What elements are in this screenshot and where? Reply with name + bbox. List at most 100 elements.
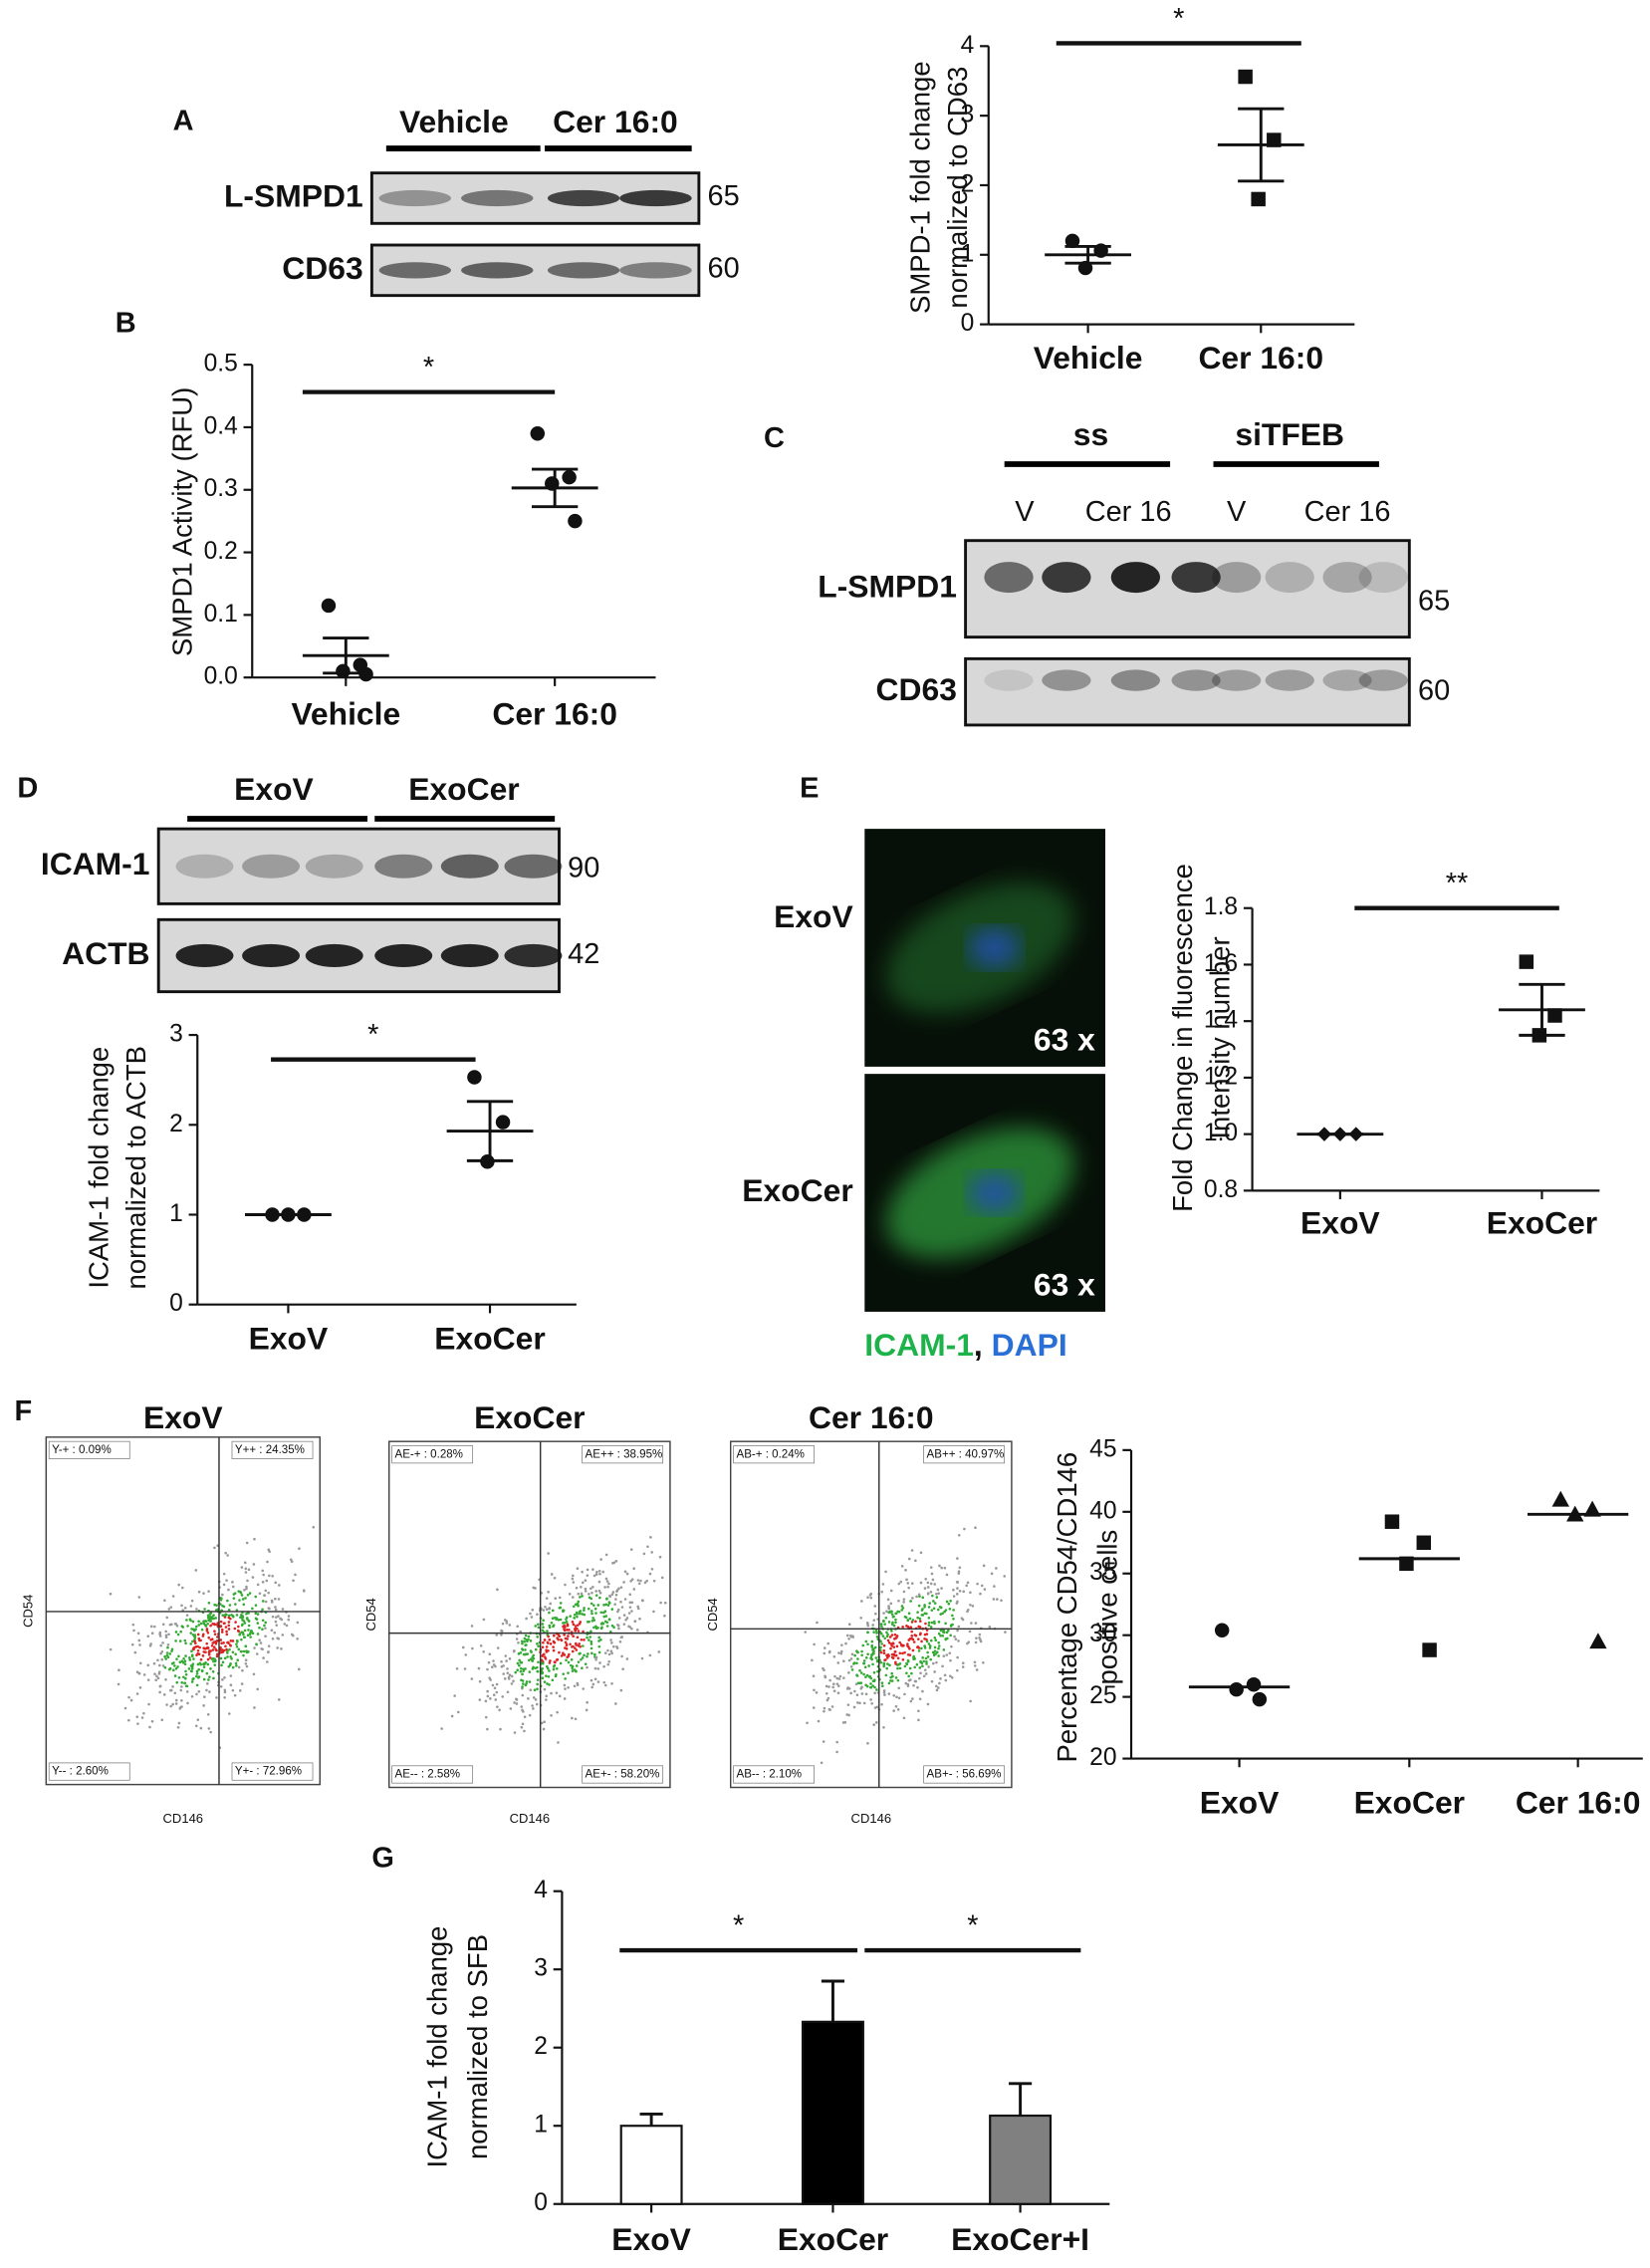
flow-event [167,1633,170,1637]
flow-event [576,1627,579,1631]
flow-event [610,1681,613,1685]
flow-event [571,1666,574,1670]
flow-event [948,1674,952,1678]
flow-event [825,1698,829,1702]
flow-event [980,1584,984,1588]
flow-event [208,1690,211,1693]
flow-event [184,1641,187,1645]
flow-event [945,1653,949,1656]
flow-event [543,1720,546,1724]
flow-event [174,1702,178,1705]
panel-letter: A [173,106,194,137]
flow-event [519,1651,523,1654]
flow-event [213,1657,216,1660]
flow-event [910,1671,913,1675]
flow-event [650,1567,654,1571]
flow-event [885,1635,889,1638]
flow-event [572,1605,576,1609]
flow-event [464,1653,468,1656]
flow-event [500,1629,503,1633]
flow-event [602,1604,605,1607]
flow-event [659,1601,662,1605]
blot-band [1110,669,1160,691]
flow-event [883,1623,886,1626]
flow-event [541,1653,545,1657]
data-point [1214,1623,1230,1638]
flow-event [290,1560,294,1564]
flow-event [281,1608,285,1611]
flow-event [213,1603,216,1607]
y-tick-label: 0.8 [1204,1176,1238,1203]
flow-event [176,1633,180,1637]
flow-event [256,1687,259,1691]
flow-event [258,1592,262,1596]
blot-band [1358,669,1408,691]
flow-event [952,1609,955,1612]
flow-event [893,1653,896,1657]
flow-event [253,1706,256,1709]
flow-event [614,1560,618,1563]
flow-event [287,1615,291,1618]
flow-event [592,1574,596,1578]
flow-event [864,1656,868,1659]
flow-event [895,1635,899,1638]
quadrant-box [733,1765,816,1784]
flow-event [216,1652,219,1656]
flow-event [886,1598,890,1602]
flow-event [520,1725,524,1729]
flow-event [571,1577,575,1581]
flow-event [847,1713,850,1717]
flow-event [867,1664,870,1667]
flow-event [258,1638,261,1641]
flow-event [159,1643,162,1647]
flow-event [908,1617,912,1621]
flow-event [536,1678,540,1681]
flow-event [885,1653,888,1657]
flow-event [926,1702,930,1706]
blot-band [242,854,301,879]
flow-event [244,1571,248,1574]
flow-event [606,1585,609,1589]
blot-group-label: ExoCer [408,771,519,807]
y-tick-label: 1.4 [1204,1007,1238,1034]
flow-event [958,1566,962,1570]
panel-letter: D [17,773,38,805]
x-tick-label: Cer 16:0 [1516,1784,1641,1820]
flow-event [178,1639,182,1642]
flow-event [565,1658,568,1662]
flow-event [228,1604,232,1607]
flow-event [546,1682,549,1685]
flow-event [244,1661,248,1665]
flow-event [168,1623,172,1627]
flow-event [152,1625,156,1629]
nucleus-stain [968,927,1021,968]
flow-event [536,1665,539,1669]
flow-event [296,1638,299,1640]
flow-event [887,1640,891,1644]
flow-event [164,1630,167,1634]
flow-event [954,1638,958,1640]
flow-event [909,1600,912,1603]
y-tick-label: 1.0 [1204,1120,1238,1146]
data-point [1547,1008,1562,1023]
flow-event [944,1622,947,1626]
flow-event [219,1625,223,1629]
flow-event [568,1593,572,1596]
flow-event [562,1672,566,1675]
flow-event [156,1676,160,1680]
flow-event [916,1616,919,1620]
flow-event [827,1707,831,1711]
flow-event [554,1597,558,1601]
bar [801,2020,864,2205]
flow-event [142,1711,145,1715]
flow-event [563,1621,567,1625]
flow-event [212,1659,215,1663]
flow-event [929,1566,933,1569]
blot-band [374,854,433,879]
flow-event [874,1629,878,1633]
blot-kda: 60 [708,252,740,284]
flow-event [881,1684,884,1688]
blot-row-label: L-SMPD1 [224,177,363,213]
flow-event [588,1620,590,1624]
flow-event [830,1705,834,1708]
